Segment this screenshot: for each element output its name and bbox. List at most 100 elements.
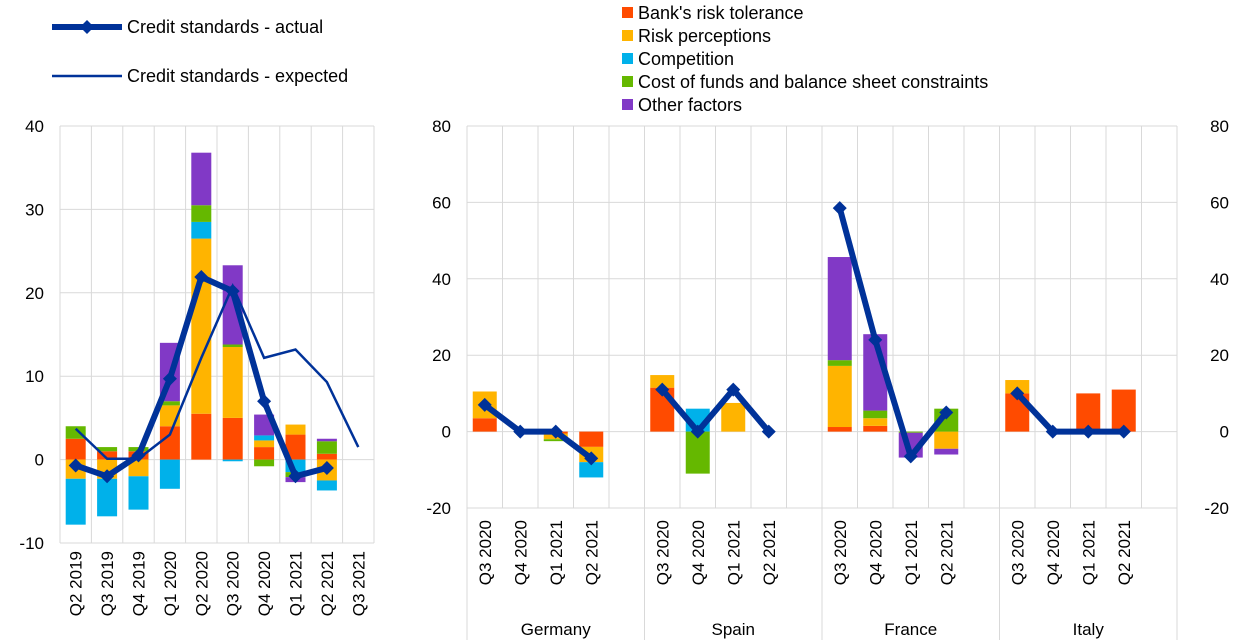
legend: Credit standards - actual Credit standar… bbox=[52, 3, 988, 115]
bar-bank-s-risk-tolerance bbox=[579, 431, 604, 447]
bar-competition bbox=[316, 480, 337, 491]
bar-cost-of-funds-and-balance-sheet-constraints bbox=[934, 408, 959, 432]
bar-competition bbox=[191, 221, 212, 239]
right-y-tick-label-left: 60 bbox=[432, 193, 451, 212]
bar-bank-s-risk-tolerance bbox=[65, 438, 86, 460]
point-credit-standards-actual bbox=[131, 448, 146, 463]
legend-actual-marker bbox=[80, 20, 94, 34]
left-y-tick-label: 0 bbox=[35, 451, 44, 470]
legend-other-factors-label: Other factors bbox=[638, 95, 742, 115]
point-credit-standards-actual bbox=[1045, 424, 1060, 439]
legend-actual-label: Credit standards - actual bbox=[127, 17, 323, 37]
right-x-tick-label: Q3 2020 bbox=[653, 520, 672, 585]
legend-risk-tolerance-swatch bbox=[622, 7, 633, 18]
right-y-tick-label-right: 80 bbox=[1210, 117, 1229, 136]
bar-cost-of-funds-and-balance-sheet-constraints bbox=[97, 447, 118, 452]
bar-cost-of-funds-and-balance-sheet-constraints bbox=[222, 344, 243, 348]
bar-bank-s-risk-tolerance bbox=[254, 447, 275, 460]
bar-risk-perceptions bbox=[222, 347, 243, 418]
bar-other-factors bbox=[934, 448, 959, 455]
legend-risk-tolerance-label: Bank's risk tolerance bbox=[638, 3, 804, 23]
point-credit-standards-actual bbox=[257, 394, 272, 409]
bar-competition bbox=[65, 478, 86, 525]
right-x-tick-label: Q4 2020 bbox=[689, 520, 708, 585]
line-credit-standards-actual-spain bbox=[659, 386, 772, 435]
right-y-tick-label-left: -20 bbox=[426, 499, 451, 518]
bar-cost-of-funds-and-balance-sheet-constraints bbox=[191, 205, 212, 222]
left-x-tick-label: Q4 2020 bbox=[255, 551, 274, 616]
bar-bank-s-risk-tolerance bbox=[97, 451, 118, 460]
bar-bank-s-risk-tolerance bbox=[222, 417, 243, 460]
point-credit-standards-actual bbox=[513, 424, 528, 439]
bar-competition bbox=[222, 459, 243, 462]
point-credit-standards-actual bbox=[194, 269, 209, 284]
point-credit-standards-actual bbox=[584, 451, 599, 466]
bar-other-factors bbox=[191, 152, 212, 206]
right-x-tick-label: Q1 2021 bbox=[902, 520, 921, 585]
bar-cost-of-funds-and-balance-sheet-constraints bbox=[254, 459, 275, 467]
bar-competition bbox=[254, 435, 275, 441]
bar-bank-s-risk-tolerance bbox=[159, 426, 180, 460]
bar-risk-perceptions bbox=[721, 402, 746, 432]
left-x-tick-label: Q4 2019 bbox=[130, 551, 149, 616]
legend-competition-label: Competition bbox=[638, 49, 734, 69]
right-x-tick-label: Q4 2020 bbox=[866, 520, 885, 585]
right-y-tick-label-right: 40 bbox=[1210, 270, 1229, 289]
legend-cost-of-funds-label: Cost of funds and balance sheet constrai… bbox=[638, 72, 988, 92]
left-x-tick-label: Q3 2020 bbox=[224, 551, 243, 616]
legend-expected-label: Credit standards - expected bbox=[127, 66, 348, 86]
bar-cost-of-funds-and-balance-sheet-constraints bbox=[316, 441, 337, 454]
bar-competition bbox=[97, 478, 118, 517]
point-credit-standards-actual bbox=[1081, 424, 1096, 439]
bar-other-factors bbox=[222, 265, 243, 345]
right-y-tick-label-right: 20 bbox=[1210, 346, 1229, 365]
left-x-tick-label: Q1 2020 bbox=[161, 551, 180, 616]
point-credit-standards-actual bbox=[726, 382, 741, 397]
bar-competition bbox=[128, 476, 149, 510]
legend-risk-perceptions-swatch bbox=[622, 30, 633, 41]
group-label-germany: Germany bbox=[521, 620, 591, 639]
right-x-tick-label: Q1 2021 bbox=[724, 520, 743, 585]
left-x-tick-label: Q2 2020 bbox=[192, 551, 211, 616]
bar-cost-of-funds-and-balance-sheet-constraints bbox=[827, 360, 852, 366]
right-y-tick-label-right: 0 bbox=[1220, 423, 1229, 442]
left-y-tick-label: 20 bbox=[25, 284, 44, 303]
right-x-tick-label: Q1 2021 bbox=[547, 520, 566, 585]
group-label-italy: Italy bbox=[1073, 620, 1105, 639]
line-credit-standards-actual-germany bbox=[482, 402, 594, 461]
point-credit-standards-actual bbox=[1116, 424, 1131, 439]
right-y-tick-label-left: 80 bbox=[432, 117, 451, 136]
group-label-spain: Spain bbox=[712, 620, 755, 639]
bar-cost-of-funds-and-balance-sheet-constraints bbox=[685, 431, 710, 474]
bar-risk-perceptions bbox=[827, 365, 852, 428]
legend-other-factors-swatch bbox=[622, 99, 633, 110]
bar-risk-perceptions bbox=[285, 424, 306, 435]
legend-competition-swatch bbox=[622, 53, 633, 64]
bar-bank-s-risk-tolerance bbox=[191, 413, 212, 460]
right-y-tick-label-left: 40 bbox=[432, 270, 451, 289]
group-label-france: France bbox=[884, 620, 937, 639]
right-y-tick-label-left: 20 bbox=[432, 346, 451, 365]
bar-risk-perceptions bbox=[934, 431, 959, 449]
point-credit-standards-actual bbox=[225, 284, 240, 299]
point-credit-standards-actual bbox=[319, 460, 334, 475]
right-x-tick-label: Q4 2020 bbox=[1044, 520, 1063, 585]
left-y-tick-label: 30 bbox=[25, 200, 44, 219]
left-x-tick-label: Q3 2019 bbox=[98, 551, 117, 616]
bar-risk-perceptions bbox=[863, 418, 888, 426]
left-y-tick-label: 40 bbox=[25, 117, 44, 136]
bar-bank-s-risk-tolerance bbox=[285, 434, 306, 460]
right-y-tick-label-right: -20 bbox=[1204, 499, 1229, 518]
point-credit-standards-actual bbox=[100, 469, 115, 484]
right-x-tick-label: Q1 2021 bbox=[1079, 520, 1098, 585]
bar-risk-perceptions bbox=[191, 238, 212, 414]
bar-bank-s-risk-tolerance bbox=[863, 425, 888, 432]
bar-risk-perceptions bbox=[254, 440, 275, 448]
right-chart: -20 -20 0 0 20 20 40 40 60 60 80 80 Q3 2020 Q4 2020 Q1… bbox=[426, 117, 1229, 640]
point-credit-standards-actual bbox=[903, 449, 918, 464]
bar-risk-perceptions bbox=[128, 459, 149, 477]
point-credit-standards-actual bbox=[832, 201, 847, 216]
bar-cost-of-funds-and-balance-sheet-constraints bbox=[543, 439, 568, 442]
bar-other-factors bbox=[316, 438, 337, 442]
bar-cost-of-funds-and-balance-sheet-constraints bbox=[898, 431, 923, 433]
